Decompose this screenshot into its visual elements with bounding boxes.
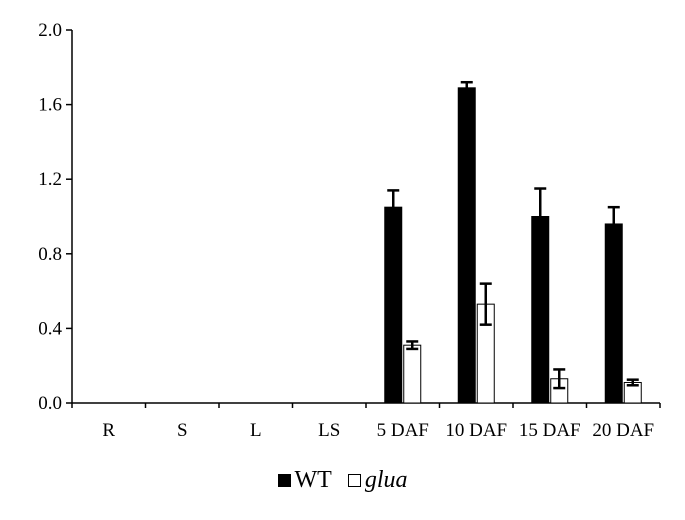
y-tick-label: 1.6 (38, 95, 62, 116)
y-tick-label: 2.0 (38, 20, 62, 41)
legend-swatch-glua (347, 473, 361, 487)
bars (384, 80, 642, 404)
bar-series-glua (403, 344, 422, 404)
legend-item-wt: WT (277, 466, 332, 494)
x-tick-label: S (177, 420, 188, 441)
legend-item-glua: glua (347, 466, 408, 494)
y-tick-label: 1.2 (38, 169, 62, 190)
bar-series-wt (531, 216, 550, 404)
y-axis: 0.0 0.4 0.8 1.2 1.6 2.0 (38, 20, 73, 414)
x-tick-label: LS (318, 420, 340, 441)
x-tick-label: 10 DAF (445, 420, 507, 441)
bar-chart: 0.0 0.4 0.8 1.2 1.6 2.0 R S L LS 5 DAF 10 DAF 15 DA… (38, 20, 661, 441)
y-tick-label: 0.8 (38, 244, 62, 265)
legend-label-wt: WT (294, 466, 332, 493)
bar-series-wt (384, 206, 403, 404)
x-tick-label: R (102, 420, 115, 441)
legend-label-glua: glua (364, 466, 408, 493)
bar-series-wt (457, 87, 476, 404)
bar-series-wt (604, 223, 623, 404)
y-tick-label: 0.4 (38, 318, 62, 339)
x-axis: R S L LS 5 DAF 10 DAF 15 DAF 20 DAF (71, 402, 661, 441)
x-tick-label: 5 DAF (377, 420, 429, 441)
y-tick-label: 0.0 (38, 393, 62, 414)
legend: WT glua (0, 463, 685, 497)
x-tick-label: 15 DAF (519, 420, 581, 441)
legend-swatch-wt (277, 473, 291, 487)
x-tick-label: L (250, 420, 262, 441)
x-tick-label: 20 DAF (592, 420, 654, 441)
